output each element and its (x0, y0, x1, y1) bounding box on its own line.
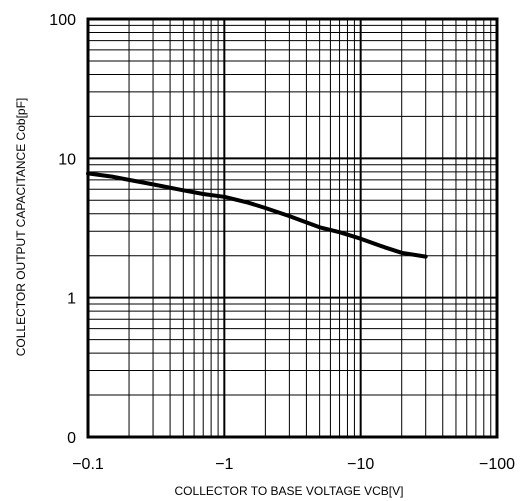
data-point (425, 256, 427, 258)
data-point (111, 176, 113, 178)
x-tick-label: −0.1 (72, 456, 104, 473)
data-point (202, 193, 204, 195)
x-tick-label: −100 (479, 456, 515, 473)
x-axis-title: COLLECTOR TO BASE VOLTAGE VCB[V] (175, 484, 404, 498)
data-point (264, 207, 266, 209)
y-tick-label: 0 (67, 430, 76, 447)
y-tick-label: 10 (58, 151, 76, 168)
data-point (360, 238, 362, 240)
data-point (182, 189, 184, 191)
data-point (223, 196, 225, 198)
data-point (128, 179, 130, 181)
data-point (339, 231, 340, 233)
x-tick-label: −1 (215, 456, 233, 473)
data-point (319, 226, 321, 228)
x-tick-labels: −0.1 −1 −10 −100 (72, 456, 515, 473)
series-line (86, 171, 428, 259)
y-axis-title: COLLECTOR OUTPUT CAPACITANCE Cob[pF] (14, 98, 28, 357)
minor-grid (88, 19, 497, 437)
x-tick-label: −10 (347, 456, 374, 473)
plot-frame (86, 17, 499, 439)
data-point (288, 215, 290, 217)
data-point (152, 183, 154, 185)
data-point (247, 202, 249, 204)
y-tick-label: 100 (49, 12, 76, 29)
major-grid (87, 18, 498, 438)
data-point (384, 246, 386, 248)
y-tick-labels: 0 1 10 100 (49, 12, 76, 447)
data-point (401, 252, 403, 254)
y-tick-label: 1 (67, 291, 76, 308)
series-layer (86, 171, 428, 259)
